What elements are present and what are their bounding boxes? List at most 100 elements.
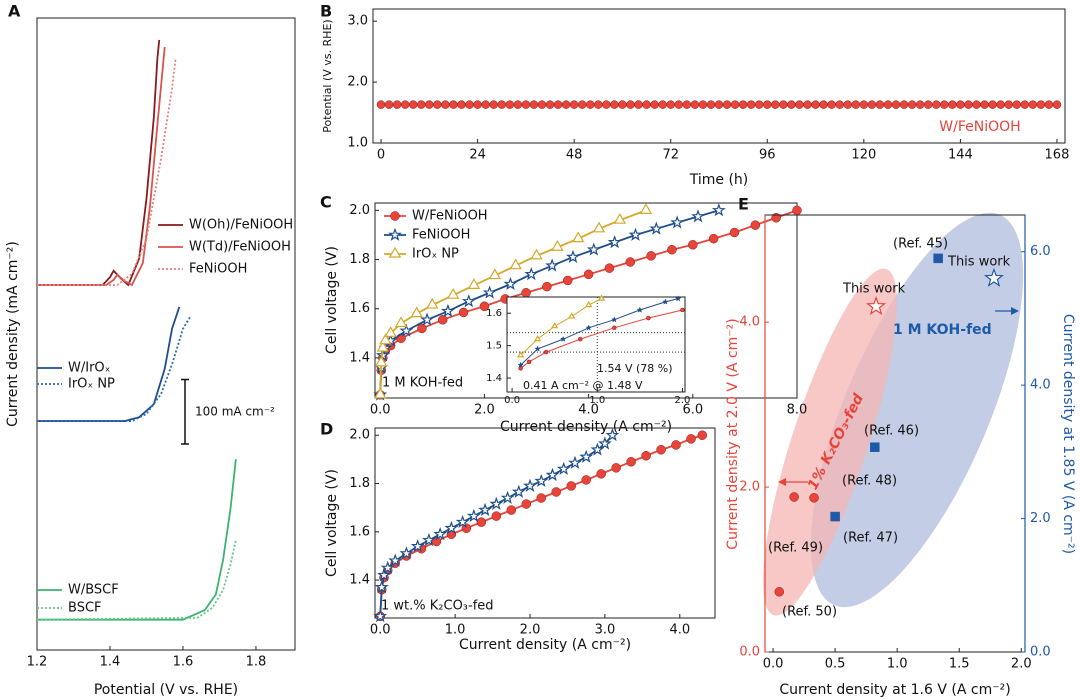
marker [933, 253, 943, 264]
legend-label: IrOₓ NP [68, 377, 115, 392]
marker [827, 100, 836, 109]
x-tick-label: 4.0 [669, 623, 690, 638]
marker [682, 100, 692, 109]
marker [671, 440, 681, 450]
marker [545, 258, 560, 272]
series-line [520, 298, 602, 356]
marker [579, 449, 594, 463]
marker [543, 349, 549, 355]
marker [399, 546, 414, 560]
marker [870, 442, 880, 452]
x-tick-label: 1.0 [887, 657, 908, 672]
marker [596, 469, 606, 479]
marker [662, 298, 669, 305]
marker [384, 100, 394, 109]
marker [690, 100, 700, 109]
marker [996, 100, 1005, 109]
marker [491, 511, 502, 521]
marker [446, 288, 460, 299]
x-tick-label: 1.0 [589, 395, 605, 406]
marker [521, 499, 532, 509]
marker [613, 213, 627, 224]
x-tick-label: 1.4 [100, 655, 121, 670]
marker [830, 511, 840, 522]
y2-tick-label: 6.0 [1030, 244, 1051, 259]
marker [461, 294, 476, 308]
x-tick-label: 0.0 [763, 657, 784, 672]
series-line [520, 298, 679, 366]
point-label: This work [947, 255, 1011, 270]
x-tick-label: 0 [377, 148, 385, 163]
y-axis-label: Potential (V vs. RHE) [321, 19, 334, 132]
plot-frame [374, 202, 798, 399]
marker [883, 100, 893, 109]
marker [610, 316, 618, 323]
marker [433, 100, 442, 109]
legend-label: W(Td)/FeNiOOH [189, 240, 291, 255]
marker [526, 359, 532, 365]
marker [964, 100, 973, 109]
marker [561, 100, 571, 109]
x-tick-label: 2.0 [520, 623, 541, 638]
marker [1044, 100, 1054, 109]
marker [516, 351, 525, 358]
marker [503, 276, 518, 291]
marker [568, 312, 576, 319]
marker [392, 100, 402, 109]
marker [517, 361, 524, 368]
marker [626, 100, 635, 109]
marker [569, 100, 579, 109]
marker [787, 100, 796, 109]
marker [534, 473, 549, 487]
marker [607, 235, 622, 249]
marker [449, 100, 458, 109]
marker [467, 278, 481, 289]
left-axis-arrowhead [778, 478, 786, 486]
marker [479, 301, 490, 312]
marker [714, 100, 724, 109]
legend-label: W(Oh)/FeNiOOH [189, 218, 293, 233]
marker [674, 295, 682, 302]
marker [642, 100, 651, 109]
y2-tick-label: 2.0 [1030, 511, 1051, 526]
marker [417, 100, 426, 109]
x-tick-label: 1.0 [445, 623, 466, 638]
panel-label: D [320, 420, 333, 439]
x-tick-label: 1.2 [27, 655, 48, 670]
panel-label: E [738, 195, 749, 214]
marker [774, 587, 785, 597]
legend-label: IrOₓ NP [412, 247, 459, 262]
marker [811, 100, 820, 109]
plot-frame [36, 17, 296, 651]
marker [771, 213, 781, 223]
marker [819, 100, 828, 109]
marker [835, 100, 844, 109]
marker [605, 427, 620, 442]
marker [466, 508, 481, 523]
x-tick-label: 144 [948, 148, 973, 163]
marker [441, 303, 455, 318]
marker [746, 100, 756, 109]
y-tick-label: 2.0 [349, 203, 370, 218]
series-line [36, 539, 237, 621]
panel-label: A [8, 2, 21, 21]
y-axis-label: Cell voltage (V) [324, 469, 340, 577]
marker [563, 275, 573, 286]
legend-label: BSCF [68, 601, 102, 616]
marker [376, 100, 386, 109]
marker [1028, 100, 1038, 109]
marker [730, 100, 740, 109]
legend-label: W/BSCF [68, 583, 119, 598]
marker [851, 100, 861, 109]
marker [650, 100, 659, 109]
scale-bar-label: 100 mA cm⁻² [195, 404, 275, 418]
marker [571, 231, 585, 243]
x-tick-label: 120 [851, 148, 876, 163]
series-line [37, 46, 166, 287]
marker [626, 457, 636, 467]
x-tick-label: 0.0 [370, 403, 391, 418]
marker [729, 227, 740, 238]
marker [577, 100, 587, 109]
marker [559, 335, 567, 342]
marker [680, 307, 685, 313]
